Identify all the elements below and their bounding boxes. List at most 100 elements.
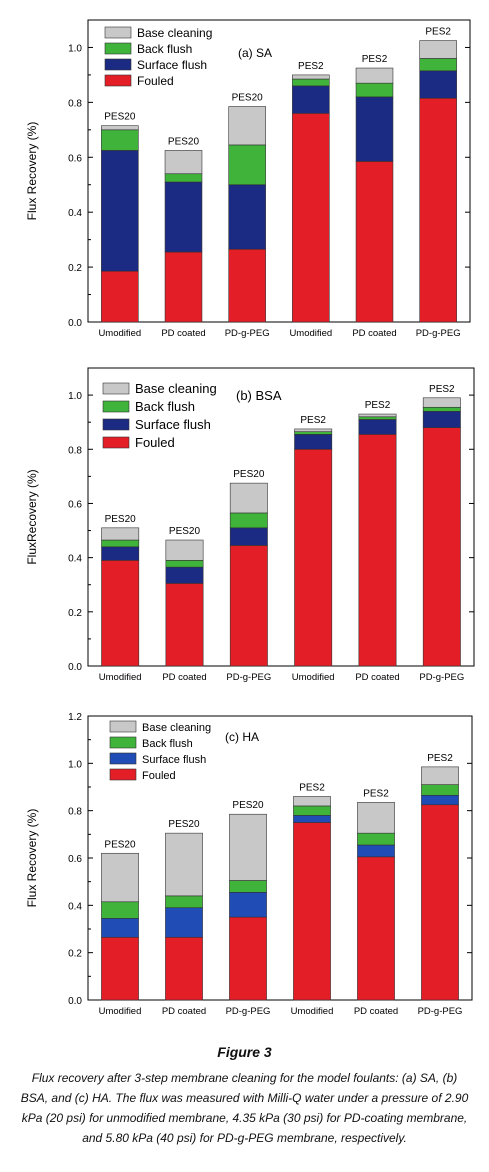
panel-1-legend-swatch xyxy=(104,58,132,71)
panel-3-bar-surface-flush xyxy=(421,794,459,806)
panel-2-y-tick-label: 0.2 xyxy=(68,608,82,619)
panel-3-bar-fouled xyxy=(229,916,267,1001)
panel-3-panel-label: (c) HA xyxy=(225,730,259,744)
panel-1-y-tick-label: 0.0 xyxy=(68,318,82,329)
panel-3-x-tick-label: PD-g-PEG xyxy=(418,1006,463,1017)
panel-1-y-tick-label: 0.2 xyxy=(68,263,82,274)
panel-1-x-tick-label: PD-g-PEG xyxy=(225,328,270,339)
panel-2-y-axis-label: FluxRecovery (%) xyxy=(25,469,39,564)
panel-1-legend-label: Surface flush xyxy=(137,58,207,72)
panel-3-bar-fouled xyxy=(357,856,395,1001)
panel-3-x-tick-label: PD coated xyxy=(354,1006,398,1017)
panel-1-legend-swatch xyxy=(104,74,132,87)
panel-3-bar-label: PES20 xyxy=(232,800,264,811)
panel-1-bar-fouled xyxy=(419,97,457,323)
panel-2-bar-label: PES2 xyxy=(429,384,455,395)
panel-3-y-tick-label: 0.2 xyxy=(68,949,82,960)
panel-2-x-tick-label: Umodified xyxy=(292,672,335,683)
panel-1-bar-base-cleaning xyxy=(164,150,203,175)
panel-2-bar-back-flush xyxy=(422,406,461,412)
panel-1-bar-surface-flush xyxy=(419,70,457,99)
panel-2-bar-surface-flush xyxy=(101,546,140,561)
panel-2-y-tick-label: 1.0 xyxy=(68,391,82,402)
panel-1-bar-label: PES2 xyxy=(298,61,324,72)
panel-1-bar-label: PES20 xyxy=(232,92,264,103)
panel-2-bar-fouled xyxy=(358,434,397,667)
panel-2-bar-base-cleaning xyxy=(165,539,204,561)
panel-1-bar-surface-flush xyxy=(228,184,266,250)
panel-1-x-tick-label: Umodified xyxy=(98,328,141,339)
panel-2-bar-back-flush xyxy=(165,560,204,568)
panel-3-legend-label: Fouled xyxy=(142,770,176,782)
panel-3-legend-label: Surface flush xyxy=(142,754,206,766)
panel-2-bar-back-flush xyxy=(101,539,140,548)
panel-2-bar-base-cleaning xyxy=(422,397,461,408)
panel-1-bar-label: PES2 xyxy=(362,54,388,65)
panel-2-x-tick-label: PD coated xyxy=(355,672,399,683)
panel-2-bar-base-cleaning xyxy=(101,527,140,541)
panel-2-legend-swatch xyxy=(102,436,130,449)
panel-2-bar-base-cleaning xyxy=(294,428,333,432)
panel-3-bar-base-cleaning xyxy=(101,852,139,903)
panel-3-y-tick-label: 0.6 xyxy=(68,854,82,865)
panel-2-bar-surface-flush xyxy=(422,411,461,428)
panel-1-bar-back-flush xyxy=(419,58,457,72)
panel-1-bar-surface-flush xyxy=(101,150,139,272)
panel-2-panel-label: (b) BSA xyxy=(236,388,282,403)
panel-2-y-tick-label: 0.4 xyxy=(68,554,82,565)
panel-2-bar-fouled xyxy=(422,427,461,667)
panel-3-y-tick-label: 0.0 xyxy=(68,996,82,1007)
panel-3-legend-label: Back flush xyxy=(142,738,193,750)
panel-2-bar-surface-flush xyxy=(358,419,397,435)
panel-1-bar-back-flush xyxy=(292,78,330,87)
panel-1-y-axis-label: Flux Recovery (%) xyxy=(25,122,39,221)
panel-2-bar-base-cleaning xyxy=(229,482,268,514)
panel-1-bar-fouled xyxy=(355,161,394,323)
panel-1-bar-base-cleaning xyxy=(419,40,457,59)
panel-3-bar-base-cleaning xyxy=(421,766,459,785)
panel-2-bar-fouled xyxy=(229,545,268,667)
panel-1-bar-back-flush xyxy=(355,82,394,98)
panel-2-x-tick-label: PD-g-PEG xyxy=(226,672,271,683)
panel-2-legend-swatch xyxy=(102,382,130,395)
panel-3-bar-back-flush xyxy=(165,895,203,908)
panel-2-bar-back-flush xyxy=(229,512,268,529)
panel-3-x-tick-label: Umodified xyxy=(291,1006,334,1017)
panel-2-legend-label: Surface flush xyxy=(135,417,211,432)
panel-1-plot-frame xyxy=(87,19,471,323)
panel-3-bar-fouled xyxy=(165,936,203,1001)
panel-3-bar-label: PES20 xyxy=(168,819,200,830)
panel-3-bar-back-flush xyxy=(101,901,139,919)
panel-3-bar-base-cleaning xyxy=(293,796,331,807)
panel-3-bar-fouled xyxy=(101,936,139,1001)
panel-3-bar-back-flush xyxy=(357,832,395,846)
panel-1-legend-label: Back flush xyxy=(137,42,192,56)
panel-1-bar-fouled xyxy=(101,270,139,323)
panel-1-bar-base-cleaning xyxy=(228,106,266,146)
panel-3-bar-surface-flush xyxy=(165,907,203,938)
panel-1-bar-back-flush xyxy=(101,129,139,151)
panel-1-bar-back-flush xyxy=(164,173,203,183)
panel-3-bar-fouled xyxy=(293,822,331,1001)
figure-label: Figure 3 xyxy=(217,1044,272,1060)
panel-1-x-tick-label: PD coated xyxy=(352,328,396,339)
panel-3-bar-label: PES2 xyxy=(299,782,325,793)
panel-3-bar-base-cleaning xyxy=(229,813,267,881)
panel-2-bar-label: PES20 xyxy=(169,526,201,537)
panel-2-legend-label: Base cleaning xyxy=(135,381,217,396)
panel-3-y-tick-label: 0.8 xyxy=(68,807,82,818)
panel-3-bar-base-cleaning xyxy=(165,832,203,897)
panel-3-y-axis-label: Flux Recovery (%) xyxy=(25,809,39,908)
panel-1-panel-label: (a) SA xyxy=(238,46,272,60)
panel-2-legend-label: Fouled xyxy=(135,435,175,450)
panel-1-x-tick-label: Umodified xyxy=(289,328,332,339)
panel-3-bar-fouled xyxy=(421,804,459,1001)
panel-3-bar-surface-flush xyxy=(229,892,267,918)
panel-2-y-tick-label: 0.6 xyxy=(68,499,82,510)
panel-1-legend-label: Fouled xyxy=(137,74,174,88)
panel-1-y-tick-label: 0.6 xyxy=(68,153,82,164)
panel-3-legend-swatch xyxy=(109,720,137,733)
panel-3-bar-label: PES2 xyxy=(427,753,453,764)
panel-1-bar-fouled xyxy=(292,113,330,323)
